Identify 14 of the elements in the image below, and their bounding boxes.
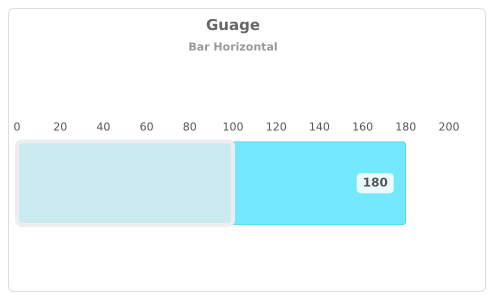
chart-title: Guage (206, 16, 260, 34)
chart-subtitle: Bar Horizontal (188, 40, 278, 54)
x-tick-label: 20 (53, 120, 68, 134)
x-tick-label: 80 (182, 120, 197, 134)
x-tick-label: 120 (266, 120, 287, 134)
x-tick-label: 0 (14, 120, 20, 134)
x-tick-label: 40 (96, 120, 110, 134)
x-tick-label: 200 (438, 120, 460, 134)
x-tick-label: 60 (140, 120, 154, 134)
x-tick-label: 100 (222, 120, 244, 134)
x-tick-label: 180 (395, 120, 416, 134)
x-tick-label: 160 (352, 120, 374, 134)
x-tick-label: 140 (308, 120, 330, 134)
data-label: 180 (362, 175, 388, 190)
